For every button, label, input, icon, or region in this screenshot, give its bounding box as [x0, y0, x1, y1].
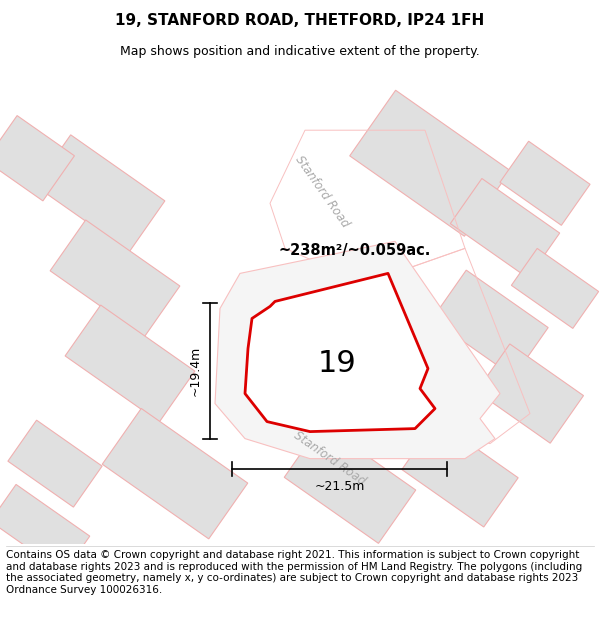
Polygon shape [245, 273, 435, 432]
Polygon shape [65, 305, 195, 422]
Polygon shape [476, 344, 583, 443]
Polygon shape [50, 220, 180, 337]
Polygon shape [215, 241, 500, 459]
Text: Stanford Road: Stanford Road [292, 153, 352, 229]
Text: Stanford Road: Stanford Road [292, 429, 368, 488]
Polygon shape [402, 421, 518, 527]
Polygon shape [0, 116, 74, 201]
Polygon shape [8, 420, 102, 507]
Text: 19, STANFORD ROAD, THETFORD, IP24 1FH: 19, STANFORD ROAD, THETFORD, IP24 1FH [115, 13, 485, 28]
Polygon shape [432, 270, 548, 377]
Text: Contains OS data © Crown copyright and database right 2021. This information is : Contains OS data © Crown copyright and d… [6, 550, 582, 595]
Polygon shape [451, 179, 560, 278]
Text: Map shows position and indicative extent of the property.: Map shows position and indicative extent… [120, 45, 480, 58]
Polygon shape [35, 135, 165, 252]
Polygon shape [511, 248, 599, 328]
Polygon shape [350, 90, 510, 236]
Text: ~19.4m: ~19.4m [189, 346, 202, 396]
Polygon shape [284, 424, 416, 543]
Text: ~238m²/~0.059ac.: ~238m²/~0.059ac. [279, 243, 431, 258]
Polygon shape [102, 408, 248, 539]
Polygon shape [500, 141, 590, 226]
Text: 19: 19 [317, 349, 356, 378]
Polygon shape [0, 484, 90, 573]
Text: ~21.5m: ~21.5m [314, 480, 365, 493]
